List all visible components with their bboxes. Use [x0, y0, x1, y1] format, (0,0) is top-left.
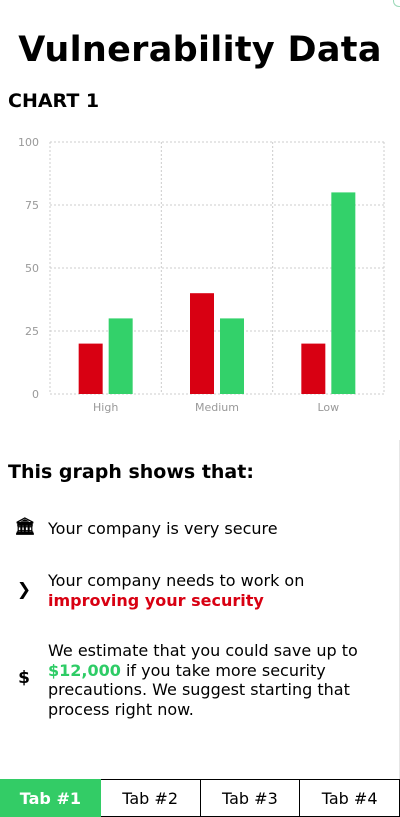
- chevron-right-icon: ❯: [16, 580, 32, 600]
- summary-item-text-before: We estimate that you could save up to: [48, 641, 358, 660]
- bar-low-s2: [331, 192, 356, 394]
- tab-4[interactable]: Tab #4: [300, 779, 400, 817]
- corner-decoration: [393, 0, 400, 7]
- summary-item-text: Your company needs to work on improving …: [48, 571, 378, 610]
- bar-chart: 0 25 50 75 100 High Medium Low: [18, 136, 385, 414]
- tab-bar: Tab #1 Tab #2 Tab #3 Tab #4: [0, 779, 400, 817]
- summary-item-emphasis: improving your security: [48, 590, 264, 610]
- y-tick-label: 50: [25, 262, 39, 275]
- bar-medium-s2: [220, 318, 244, 394]
- x-tick-label: Low: [317, 401, 339, 414]
- y-tick-label: 75: [25, 199, 39, 212]
- bank-icon: 🏛: [14, 517, 36, 537]
- tab-1[interactable]: Tab #1: [0, 779, 101, 817]
- x-tick-label: Medium: [195, 401, 239, 414]
- bar-medium-s1: [190, 293, 214, 394]
- y-tick-label: 25: [25, 325, 39, 338]
- y-tick-label: 0: [32, 388, 39, 401]
- savings-amount: $12,000: [48, 660, 121, 680]
- summary-item-text: We estimate that you could save up to $1…: [48, 641, 378, 719]
- page-title: Vulnerability Data: [18, 30, 382, 70]
- dollar-icon: $: [18, 668, 30, 688]
- bar-high-s2: [108, 318, 133, 394]
- chart-heading: CHART 1: [8, 90, 100, 112]
- tab-3[interactable]: Tab #3: [200, 779, 301, 817]
- x-tick-label: High: [93, 401, 118, 414]
- summary-item-text-after: if you take more security precautions. W…: [48, 660, 350, 719]
- summary-item-line: Your company needs to work on: [48, 571, 305, 590]
- summary-item-text: Your company is very secure: [48, 519, 278, 538]
- summary-heading: This graph shows that:: [8, 461, 254, 483]
- bar-high-s1: [78, 343, 103, 394]
- tab-2[interactable]: Tab #2: [100, 779, 201, 817]
- y-tick-label: 100: [18, 136, 39, 149]
- bar-low-s1: [301, 343, 326, 394]
